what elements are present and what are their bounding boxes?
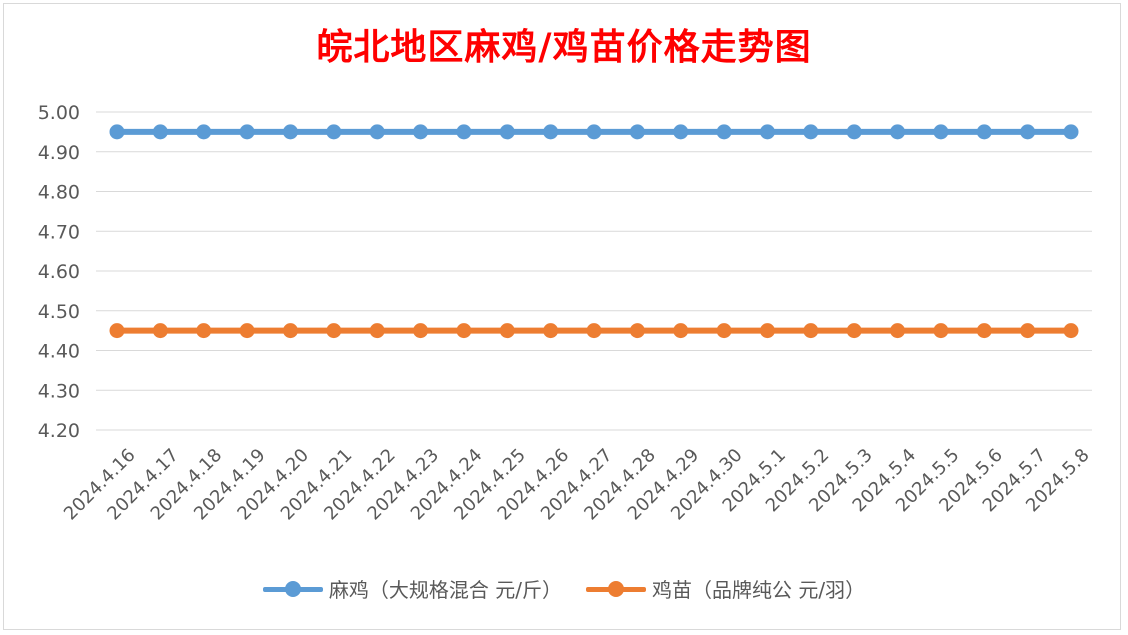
chart-frame xyxy=(3,3,1121,630)
y-tick-label: 4.20 xyxy=(38,420,80,442)
data-point xyxy=(1063,323,1079,339)
data-point xyxy=(673,124,689,140)
y-tick-label: 4.90 xyxy=(38,142,80,164)
series-layer xyxy=(109,124,1079,339)
legend-swatch xyxy=(586,580,646,597)
data-point xyxy=(282,124,298,140)
y-tick-label: 5.00 xyxy=(38,102,80,124)
data-point xyxy=(109,124,125,140)
data-point xyxy=(456,323,472,339)
data-point xyxy=(976,323,992,339)
data-point xyxy=(890,323,906,339)
data-point xyxy=(933,323,949,339)
data-point xyxy=(239,323,255,339)
data-point xyxy=(282,323,298,339)
data-point xyxy=(196,323,212,339)
legend-label: 麻鸡（大规格混合 元/斤） xyxy=(328,578,562,602)
y-tick-label: 4.50 xyxy=(38,301,80,323)
data-point xyxy=(716,323,732,339)
y-tick-label: 4.60 xyxy=(38,261,80,283)
data-point xyxy=(239,124,255,140)
data-point xyxy=(543,323,559,339)
data-point xyxy=(803,323,819,339)
data-point xyxy=(369,323,385,339)
data-point xyxy=(499,323,515,339)
data-point xyxy=(759,124,775,140)
y-tick-label: 4.30 xyxy=(38,380,80,402)
data-point xyxy=(716,124,732,140)
y-axis-ticks: 4.20 4.30 4.40 4.50 4.60 4.70 4.80 4.90 5.00 xyxy=(38,102,80,442)
data-point xyxy=(1020,323,1036,339)
data-point xyxy=(152,323,168,339)
data-point xyxy=(196,124,212,140)
data-point xyxy=(933,124,949,140)
legend: 麻鸡（大规格混合 元/斤） 鸡苗（品牌纯公 元/羽） xyxy=(0,574,1128,603)
data-point xyxy=(543,124,559,140)
data-point xyxy=(673,323,689,339)
data-point xyxy=(629,323,645,339)
data-point xyxy=(499,124,515,140)
legend-swatch xyxy=(262,580,323,597)
data-point xyxy=(846,323,862,339)
data-point xyxy=(890,124,906,140)
x-axis-ticks: 2024.4.162024.4.172024.4.182024.4.192024… xyxy=(60,445,1094,525)
data-point xyxy=(976,124,992,140)
y-tick-label: 4.40 xyxy=(38,341,80,363)
data-point xyxy=(759,323,775,339)
data-point xyxy=(629,124,645,140)
data-point xyxy=(369,124,385,140)
data-point xyxy=(456,124,472,140)
data-point xyxy=(846,124,862,140)
data-point xyxy=(803,124,819,140)
data-point xyxy=(586,124,602,140)
data-point xyxy=(413,323,429,339)
legend-label: 鸡苗（品牌纯公 元/羽） xyxy=(652,578,866,602)
data-point xyxy=(413,124,429,140)
y-tick-label: 4.70 xyxy=(38,221,80,243)
data-point xyxy=(1020,124,1036,140)
legend-item-1: 鸡苗（品牌纯公 元/羽） xyxy=(586,574,865,603)
data-point xyxy=(109,323,125,339)
data-point xyxy=(326,124,342,140)
legend-item-0: 麻鸡（大规格混合 元/斤） xyxy=(262,574,562,603)
data-point xyxy=(152,124,168,140)
grid-layer xyxy=(96,111,1092,431)
data-point xyxy=(326,323,342,339)
data-point xyxy=(586,323,602,339)
data-point xyxy=(1063,124,1079,140)
chart-title: 皖北地区麻鸡/鸡苗价格走势图 xyxy=(316,26,812,68)
y-tick-label: 4.80 xyxy=(38,182,80,204)
